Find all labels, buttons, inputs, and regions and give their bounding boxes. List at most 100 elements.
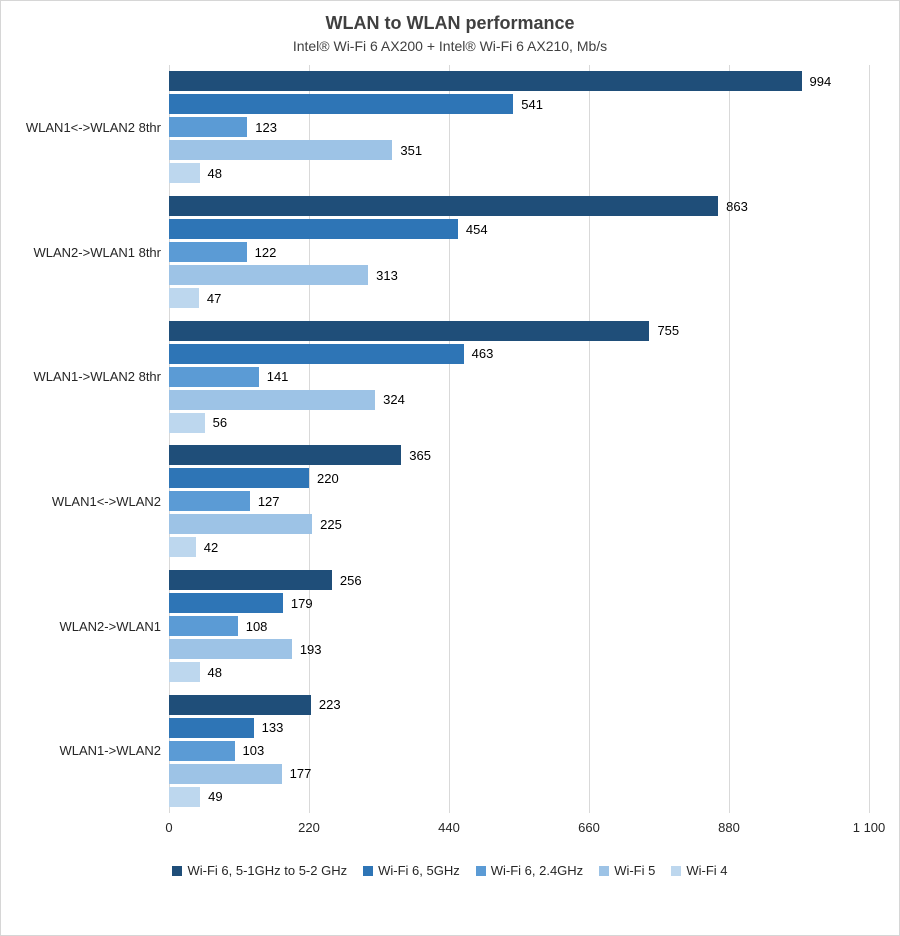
bar-row: 127 xyxy=(169,491,869,512)
bar xyxy=(169,639,292,660)
bar-value-label: 225 xyxy=(320,516,342,532)
chart-subtitle: Intel® Wi-Fi 6 AX200 + Intel® Wi-Fi 6 AX… xyxy=(292,38,608,54)
gridlines xyxy=(169,65,870,813)
bar xyxy=(169,412,205,433)
bar-value-label: 177 xyxy=(289,766,312,782)
bar xyxy=(169,366,259,387)
bar xyxy=(169,468,309,489)
bar-row: 365 xyxy=(169,445,869,466)
legend-label: Wi-Fi 6, 5-1GHz to 5-2 GHz xyxy=(187,863,348,878)
legend-label: Wi-Fi 4 xyxy=(686,863,728,878)
bar-row: 351 xyxy=(169,140,869,161)
bar-row: 49 xyxy=(169,786,869,807)
bar-value-label: 256 xyxy=(339,572,362,588)
bar xyxy=(169,94,514,115)
category-label: WLAN1<->WLAN2 8thr xyxy=(25,119,161,135)
bar-value-label: 133 xyxy=(261,720,284,736)
bar-value-label: 48 xyxy=(207,664,222,680)
bar-group: 256 179 108 193 48 xyxy=(169,564,869,689)
bar-value-label: 56 xyxy=(212,415,228,431)
bar-row: 123 xyxy=(169,117,869,138)
category-label: WLAN1<->WLAN2 xyxy=(51,493,161,509)
bar xyxy=(169,740,235,761)
bar-row: 179 xyxy=(169,593,869,614)
bar xyxy=(169,163,200,184)
x-tick-label: 880 xyxy=(718,820,740,835)
bar-value-label: 127 xyxy=(257,493,280,509)
bar xyxy=(169,570,332,591)
bar xyxy=(169,140,393,161)
bar-row: 122 xyxy=(169,242,869,262)
bar-value-label: 223 xyxy=(318,697,341,713)
bar xyxy=(169,763,282,784)
bar xyxy=(169,491,250,512)
bar-row: 863 xyxy=(169,196,869,216)
bar-row: 223 xyxy=(169,694,869,715)
plot-area: 994 541 123 351 48 863 454 122 313 47 755 463 141 324… xyxy=(169,65,870,813)
bar xyxy=(169,593,283,614)
gridline xyxy=(449,65,450,813)
bar-row: 541 xyxy=(169,94,869,115)
bar-value-label: 193 xyxy=(299,641,322,657)
legend-item: Wi-Fi 5 xyxy=(599,863,655,878)
bar-value-label: 454 xyxy=(465,221,488,237)
legend-swatch xyxy=(671,865,682,876)
bar-value-label: 541 xyxy=(521,96,543,112)
legend: Wi-Fi 6, 5-1GHz to 5-2 GHz Wi-Fi 6, 5GHz W… xyxy=(1,863,899,878)
bar-value-label: 994 xyxy=(809,73,832,89)
bar-row: 103 xyxy=(169,740,869,761)
bar xyxy=(169,537,196,558)
bar-row: 313 xyxy=(169,265,869,285)
bar xyxy=(169,71,802,92)
bar xyxy=(169,616,238,637)
bar-value-label: 42 xyxy=(203,539,219,555)
bar-value-label: 179 xyxy=(290,595,313,611)
category-label: WLAN1->WLAN2 xyxy=(59,743,162,759)
bar xyxy=(169,196,719,216)
bar-row: 177 xyxy=(169,763,869,784)
bar xyxy=(169,117,248,138)
bar-row: 994 xyxy=(169,71,869,92)
bar-row: 56 xyxy=(169,412,869,433)
bar xyxy=(169,265,369,285)
bar-row: 324 xyxy=(169,389,869,410)
legend-swatch xyxy=(599,865,610,876)
gridline xyxy=(869,65,870,813)
bar xyxy=(169,320,650,341)
bar-value-label: 365 xyxy=(409,447,431,463)
bar xyxy=(169,662,200,683)
x-tick-label: 660 xyxy=(578,820,600,835)
x-tick-label: 1 100 xyxy=(852,820,886,835)
bar xyxy=(169,514,313,535)
bar-value-label: 755 xyxy=(657,323,680,339)
bar-value-label: 48 xyxy=(207,165,222,181)
category-label: WLAN1->WLAN2 8thr xyxy=(33,369,161,385)
x-tick-label: 220 xyxy=(298,820,320,835)
bar-row: 256 xyxy=(169,570,869,591)
gridline xyxy=(169,65,170,813)
bar-row: 141 xyxy=(169,366,869,387)
legend-swatch xyxy=(363,865,374,876)
x-axis: 0 220 440 660 880 1 100 xyxy=(165,820,885,836)
bar-value-label: 49 xyxy=(208,789,223,805)
bar xyxy=(169,343,464,364)
legend-item: Wi-Fi 4 xyxy=(671,863,728,878)
bar-row: 193 xyxy=(169,639,869,660)
bar-row: 220 xyxy=(169,468,869,489)
bar xyxy=(169,242,247,262)
bar xyxy=(169,445,402,466)
bar xyxy=(169,219,458,239)
plot-groups: 994 541 123 351 48 863 454 122 313 47 755 463 141 324… xyxy=(169,65,869,813)
bar-value-label: 313 xyxy=(376,267,398,283)
bar-value-label: 220 xyxy=(317,470,339,486)
bar-row: 108 xyxy=(169,616,869,637)
category-labels: WLAN1<->WLAN2 8thr WLAN2->WLAN1 8thr WLAN1… xyxy=(1,65,161,813)
bar xyxy=(169,694,311,715)
gridline xyxy=(589,65,590,813)
bar-row: 755 xyxy=(169,320,869,341)
bar xyxy=(169,288,199,308)
bar-row: 133 xyxy=(169,717,869,738)
legend-label: Wi-Fi 6, 2.4GHz xyxy=(490,863,584,878)
gridline xyxy=(729,65,730,813)
